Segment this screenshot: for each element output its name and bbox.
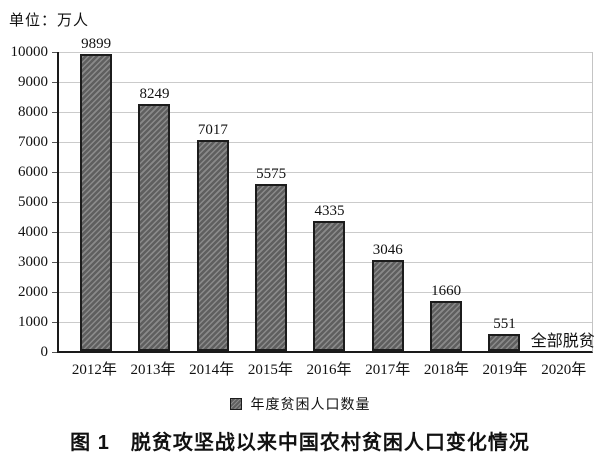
y-tick-label: 9000 bbox=[18, 74, 48, 90]
x-tick-label: 2018年 bbox=[423, 362, 469, 378]
y-axis-tick-marks bbox=[52, 52, 57, 353]
bar-value-label: 8249 bbox=[139, 86, 170, 102]
x-tick-label: 2013年 bbox=[130, 362, 176, 378]
bar-2013 bbox=[138, 104, 171, 351]
bar-slot-2015: 5575 bbox=[242, 166, 300, 351]
y-tick-label: 6000 bbox=[18, 164, 48, 180]
y-tick-label: 1000 bbox=[18, 314, 48, 330]
bar-value-label: 551 bbox=[493, 316, 516, 332]
y-tick-label: 2000 bbox=[18, 284, 48, 300]
y-tick-label: 8000 bbox=[18, 104, 48, 120]
x-tick-label: 2012年 bbox=[71, 362, 117, 378]
bar-2014 bbox=[196, 140, 229, 351]
plot-area: 9899 8249 7017 5575 4335 3046 bbox=[57, 36, 595, 353]
bar-2016 bbox=[313, 221, 346, 351]
bar-slot-2012: 9899 bbox=[67, 36, 125, 351]
hatched-square-icon bbox=[229, 398, 242, 410]
bar-2019 bbox=[488, 334, 521, 351]
bar-value-label: 3046 bbox=[372, 242, 403, 258]
bar-2015 bbox=[255, 184, 288, 351]
annotation-all-out-of-poverty: 全部脱贫 bbox=[530, 333, 595, 350]
bar-slot-2020: 全部脱贫 bbox=[530, 333, 595, 351]
x-tick-label: 2019年 bbox=[482, 362, 528, 378]
y-tick-label: 0 bbox=[40, 344, 49, 360]
x-axis-labels: 2012年 2013年 2014年 2015年 2016年 2017年 2018… bbox=[57, 358, 593, 379]
bar-value-label: 1660 bbox=[431, 283, 462, 299]
bar-slot-2017: 3046 bbox=[359, 242, 417, 351]
figure-caption: 图 1 脱贫攻坚战以来中国农村贫困人口变化情况 bbox=[70, 432, 530, 454]
bar-slot-2019: 551 bbox=[475, 316, 533, 351]
bar-value-label: 9899 bbox=[81, 36, 112, 52]
x-tick-label: 2020年 bbox=[541, 362, 587, 378]
bar-value-label: 7017 bbox=[197, 122, 228, 138]
y-tick-label: 5000 bbox=[18, 194, 48, 210]
bar-value-label: 4335 bbox=[314, 203, 345, 219]
y-tick-label: 7000 bbox=[18, 134, 48, 150]
bar-2017 bbox=[371, 260, 404, 351]
y-axis-labels: 10000 9000 8000 7000 6000 5000 4000 3000… bbox=[0, 44, 49, 360]
bar-slot-2018: 1660 bbox=[417, 283, 475, 351]
bar-2018 bbox=[430, 301, 463, 351]
unit-label: 单位：万人 bbox=[9, 13, 90, 29]
legend: 年度贫困人口数量 bbox=[0, 394, 600, 414]
y-tick-label: 3000 bbox=[18, 254, 48, 270]
x-tick-label: 2014年 bbox=[189, 362, 235, 378]
bar-2012 bbox=[80, 54, 113, 351]
y-tick-label: 10000 bbox=[10, 44, 49, 60]
legend-label: 年度贫困人口数量 bbox=[250, 398, 371, 413]
x-tick-label: 2016年 bbox=[306, 362, 352, 378]
x-tick-label: 2017年 bbox=[365, 362, 411, 378]
bars-row: 9899 8249 7017 5575 4335 3046 bbox=[59, 36, 595, 351]
y-tick-label: 4000 bbox=[18, 224, 48, 240]
bar-slot-2016: 4335 bbox=[300, 203, 358, 351]
bar-slot-2014: 7017 bbox=[184, 122, 242, 351]
bar-value-label: 5575 bbox=[256, 166, 287, 182]
bar-slot-2013: 8249 bbox=[125, 86, 183, 351]
x-tick-label: 2015年 bbox=[247, 362, 293, 378]
